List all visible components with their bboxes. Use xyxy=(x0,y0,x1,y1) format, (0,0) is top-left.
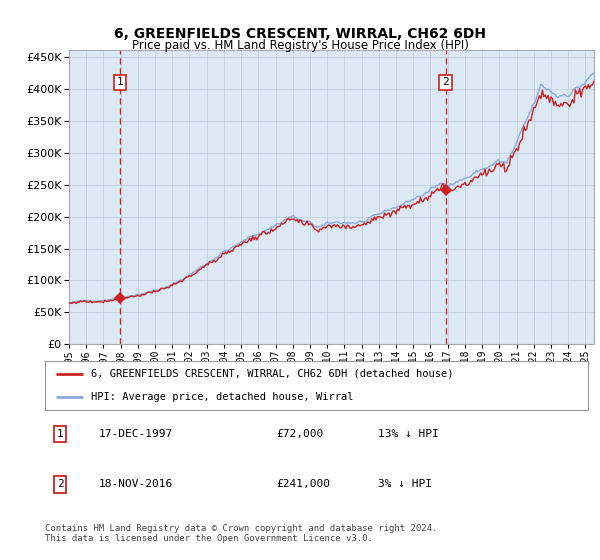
Text: 2: 2 xyxy=(442,77,449,87)
Text: 17-DEC-1997: 17-DEC-1997 xyxy=(99,429,173,439)
Text: 1: 1 xyxy=(56,429,64,439)
Text: Contains HM Land Registry data © Crown copyright and database right 2024.
This d: Contains HM Land Registry data © Crown c… xyxy=(45,524,437,543)
Text: Price paid vs. HM Land Registry's House Price Index (HPI): Price paid vs. HM Land Registry's House … xyxy=(131,39,469,53)
Text: 2: 2 xyxy=(56,479,64,489)
Text: 6, GREENFIELDS CRESCENT, WIRRAL, CH62 6DH (detached house): 6, GREENFIELDS CRESCENT, WIRRAL, CH62 6D… xyxy=(91,369,454,379)
Text: 6, GREENFIELDS CRESCENT, WIRRAL, CH62 6DH: 6, GREENFIELDS CRESCENT, WIRRAL, CH62 6D… xyxy=(114,27,486,41)
Text: £241,000: £241,000 xyxy=(276,479,330,489)
Text: 1: 1 xyxy=(116,77,123,87)
Text: HPI: Average price, detached house, Wirral: HPI: Average price, detached house, Wirr… xyxy=(91,391,353,402)
Text: 13% ↓ HPI: 13% ↓ HPI xyxy=(378,429,439,439)
Text: £72,000: £72,000 xyxy=(276,429,323,439)
Text: 18-NOV-2016: 18-NOV-2016 xyxy=(99,479,173,489)
Text: 3% ↓ HPI: 3% ↓ HPI xyxy=(378,479,432,489)
